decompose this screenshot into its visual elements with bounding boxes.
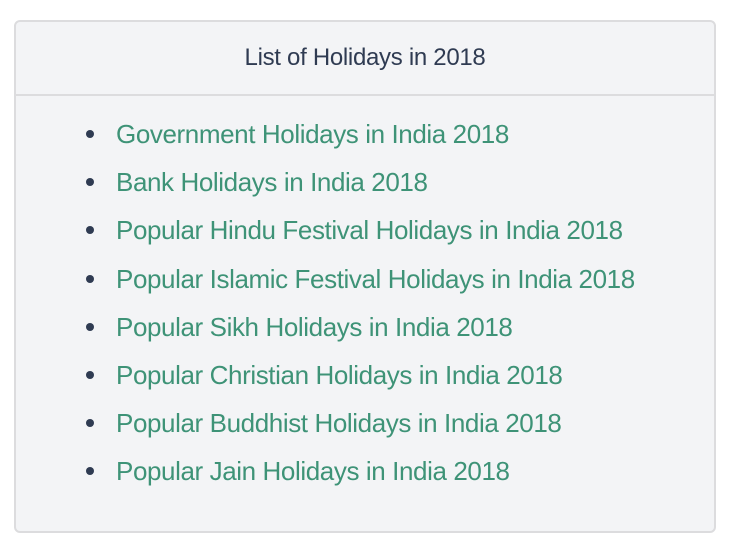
bullet-icon xyxy=(86,419,94,428)
list-item: Popular Buddhist Holidays in India 2018 xyxy=(86,399,714,447)
holidays-panel: List of Holidays in 2018 Government Holi… xyxy=(14,20,716,533)
bullet-icon xyxy=(86,226,94,235)
bullet-icon xyxy=(86,467,94,476)
holiday-link[interactable]: Popular Sikh Holidays in India 2018 xyxy=(116,311,513,342)
panel-title: List of Holidays in 2018 xyxy=(244,44,486,71)
holiday-link[interactable]: Popular Islamic Festival Holidays in Ind… xyxy=(116,263,635,294)
holiday-link[interactable]: Government Holidays in India 2018 xyxy=(116,119,509,149)
list-item: Popular Jain Holidays in India 2018 xyxy=(86,447,714,495)
holiday-link[interactable]: Bank Holidays in India 2018 xyxy=(116,167,428,198)
panel-header: List of Holidays in 2018 xyxy=(16,22,714,96)
holiday-link[interactable]: Popular Hindu Festival Holidays in India… xyxy=(116,215,623,246)
holiday-link[interactable]: Popular Christian Holidays in India 2018 xyxy=(116,359,563,390)
list-item: Bank Holidays in India 2018 xyxy=(86,158,714,206)
list-item: Popular Sikh Holidays in India 2018 xyxy=(86,303,714,351)
bullet-icon xyxy=(86,274,94,283)
holiday-link[interactable]: Popular Jain Holidays in India 2018 xyxy=(116,456,510,487)
bullet-icon xyxy=(86,130,94,138)
list-item: Popular Hindu Festival Holidays in India… xyxy=(86,206,714,254)
list-item: Government Holidays in India 2018 xyxy=(86,110,714,158)
list-item: Popular Christian Holidays in India 2018 xyxy=(86,351,714,399)
bullet-icon xyxy=(86,322,94,331)
bullet-icon xyxy=(86,178,94,187)
holiday-link[interactable]: Popular Buddhist Holidays in India 2018 xyxy=(116,408,562,439)
holiday-links-list: Government Holidays in India 2018 Bank H… xyxy=(16,96,714,496)
list-item: Popular Islamic Festival Holidays in Ind… xyxy=(86,255,714,303)
bullet-icon xyxy=(86,370,94,379)
